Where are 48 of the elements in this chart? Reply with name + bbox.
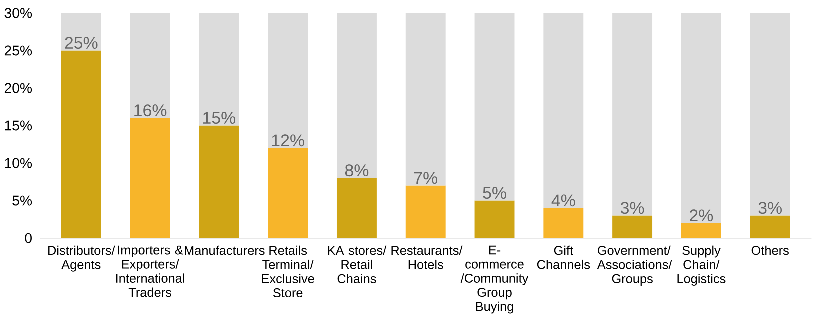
y-tick-label: 5% (12, 196, 32, 206)
data-label: 16% (134, 104, 167, 117)
data-label: 4% (552, 194, 576, 207)
bar (130, 118, 170, 238)
y-tick-label: 30% (4, 8, 32, 18)
bar (750, 216, 790, 238)
y-tick-label: 20% (4, 83, 32, 94)
bar (406, 13, 446, 186)
bar (336, 13, 377, 178)
y-tick-label: 0 (25, 233, 32, 244)
data-label: 3% (758, 202, 782, 214)
data-label: 12% (272, 134, 304, 147)
bar (750, 13, 790, 216)
data-label: 25% (65, 37, 98, 50)
x-tick-label: Supply Chain/ Logistics (678, 246, 726, 286)
data-label: 5% (483, 187, 506, 200)
bar (61, 50, 102, 238)
bar (199, 13, 240, 126)
x-tick-label: Others (752, 246, 789, 256)
bar (268, 13, 308, 148)
y-tick-label: 10% (5, 158, 32, 168)
data-label: 15% (204, 112, 236, 124)
bar (474, 13, 515, 201)
bar (681, 13, 722, 224)
y-tick-label: 15% (5, 120, 32, 131)
bar (61, 13, 102, 51)
bar (544, 13, 584, 208)
data-label: 7% (414, 172, 438, 184)
data-label: 2% (690, 210, 714, 222)
x-tick-label: Restaurants/ Hotels (392, 246, 463, 270)
bar (544, 208, 584, 238)
x-tick-label: Gift Channels (537, 246, 590, 270)
bar (130, 13, 170, 118)
bar (336, 178, 377, 238)
bar (406, 186, 446, 238)
bar (268, 148, 308, 238)
data-label: 3% (620, 202, 644, 214)
y-tick-label: 25% (4, 46, 32, 56)
bar (474, 200, 515, 238)
bar (681, 223, 722, 238)
x-tick-label: Government/ Associations/ Groups (597, 246, 672, 286)
x-tick-label: Importers & Exporters/ International Traders (116, 246, 184, 298)
x-tick-label: KA stores/ Retail Chains (328, 246, 387, 284)
x-tick-label: Distributors/ Agents (48, 246, 116, 272)
data-label: 8% (345, 164, 369, 177)
bar (199, 126, 240, 238)
bar (612, 216, 653, 238)
bar (612, 13, 653, 216)
